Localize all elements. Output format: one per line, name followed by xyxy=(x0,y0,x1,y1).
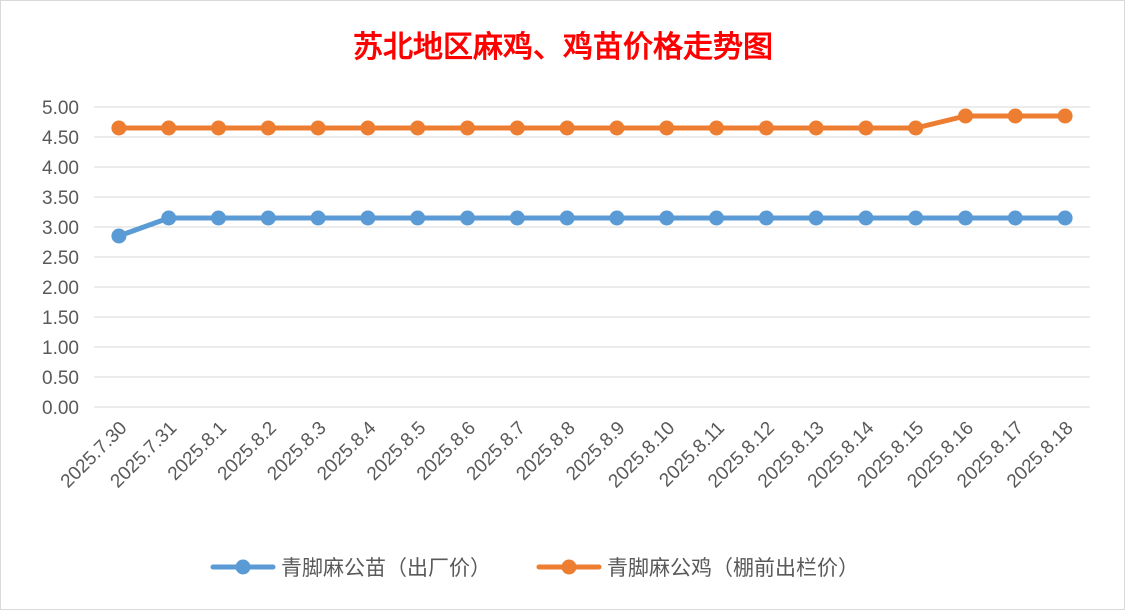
data-point xyxy=(958,108,973,124)
legend: 青脚麻公苗（出厂价） 青脚麻公鸡（棚前出栏价） xyxy=(210,556,859,580)
legend-swatch-marker xyxy=(235,559,251,575)
y-tick-label: 5.00 xyxy=(42,98,79,119)
data-point xyxy=(260,120,276,136)
data-point xyxy=(111,120,127,136)
series-line xyxy=(116,215,1068,239)
y-tick-label: 3.50 xyxy=(42,188,79,209)
legend-item: 青脚麻公鸡（棚前出栏价） xyxy=(536,556,859,580)
data-point xyxy=(609,210,625,226)
legend-item: 青脚麻公苗（出厂价） xyxy=(210,556,491,580)
x-axis: 2025.7.302025.7.312025.8.12025.8.22025.8… xyxy=(57,417,1078,492)
data-point xyxy=(509,120,525,136)
y-tick-label: 2.00 xyxy=(42,278,79,299)
data-point xyxy=(1057,210,1073,226)
y-tick-label: 2.50 xyxy=(42,248,79,269)
data-point xyxy=(111,228,127,244)
data-point xyxy=(659,210,675,226)
data-point xyxy=(758,120,774,136)
data-point xyxy=(808,120,824,136)
data-point xyxy=(559,120,575,136)
data-point xyxy=(908,120,924,136)
series-1 xyxy=(111,210,1073,244)
data-point xyxy=(1007,210,1023,226)
data-point xyxy=(908,210,924,226)
data-point xyxy=(211,120,226,136)
data-point xyxy=(709,120,724,136)
legend-swatch-marker xyxy=(561,559,577,575)
data-point xyxy=(310,210,326,226)
data-point xyxy=(559,210,575,226)
data-point xyxy=(808,210,824,226)
y-tick-label: 4.00 xyxy=(42,158,79,179)
legend-label: 青脚麻公鸡（棚前出栏价） xyxy=(607,556,859,580)
data-point xyxy=(360,120,376,136)
data-point xyxy=(659,120,675,136)
y-tick-label: 3.00 xyxy=(42,218,79,239)
data-point xyxy=(1057,108,1073,124)
data-point xyxy=(360,210,376,226)
y-tick-label: 0.50 xyxy=(42,368,79,389)
data-point xyxy=(509,210,525,226)
data-point xyxy=(161,120,177,136)
data-point xyxy=(310,120,326,136)
data-point xyxy=(958,210,973,226)
grid-layer xyxy=(94,106,1090,408)
series-line xyxy=(116,113,1068,131)
data-point xyxy=(460,210,475,226)
legend-label: 青脚麻公苗（出厂价） xyxy=(281,556,491,580)
y-tick-label: 4.50 xyxy=(42,128,79,149)
y-axis: 0.00 0.50 1.00 1.50 2.00 2.50 3.00 3.50 4.00 4.50… xyxy=(42,98,79,419)
data-point xyxy=(410,210,426,226)
data-point xyxy=(1007,108,1023,124)
data-point xyxy=(609,120,625,136)
data-point xyxy=(758,210,774,226)
y-tick-label: 1.00 xyxy=(42,338,79,359)
series-layer xyxy=(111,108,1073,244)
y-tick-label: 0.00 xyxy=(42,398,79,419)
data-point xyxy=(858,120,874,136)
data-point xyxy=(211,210,226,226)
data-point xyxy=(161,210,177,226)
chart-title: 苏北地区麻鸡、鸡苗价格走势图 xyxy=(353,30,773,65)
y-tick-label: 1.50 xyxy=(42,308,79,329)
data-point xyxy=(260,210,276,226)
data-point xyxy=(460,120,475,136)
data-point xyxy=(709,210,724,226)
data-point xyxy=(858,210,874,226)
series-2 xyxy=(111,108,1073,136)
data-point xyxy=(410,120,426,136)
